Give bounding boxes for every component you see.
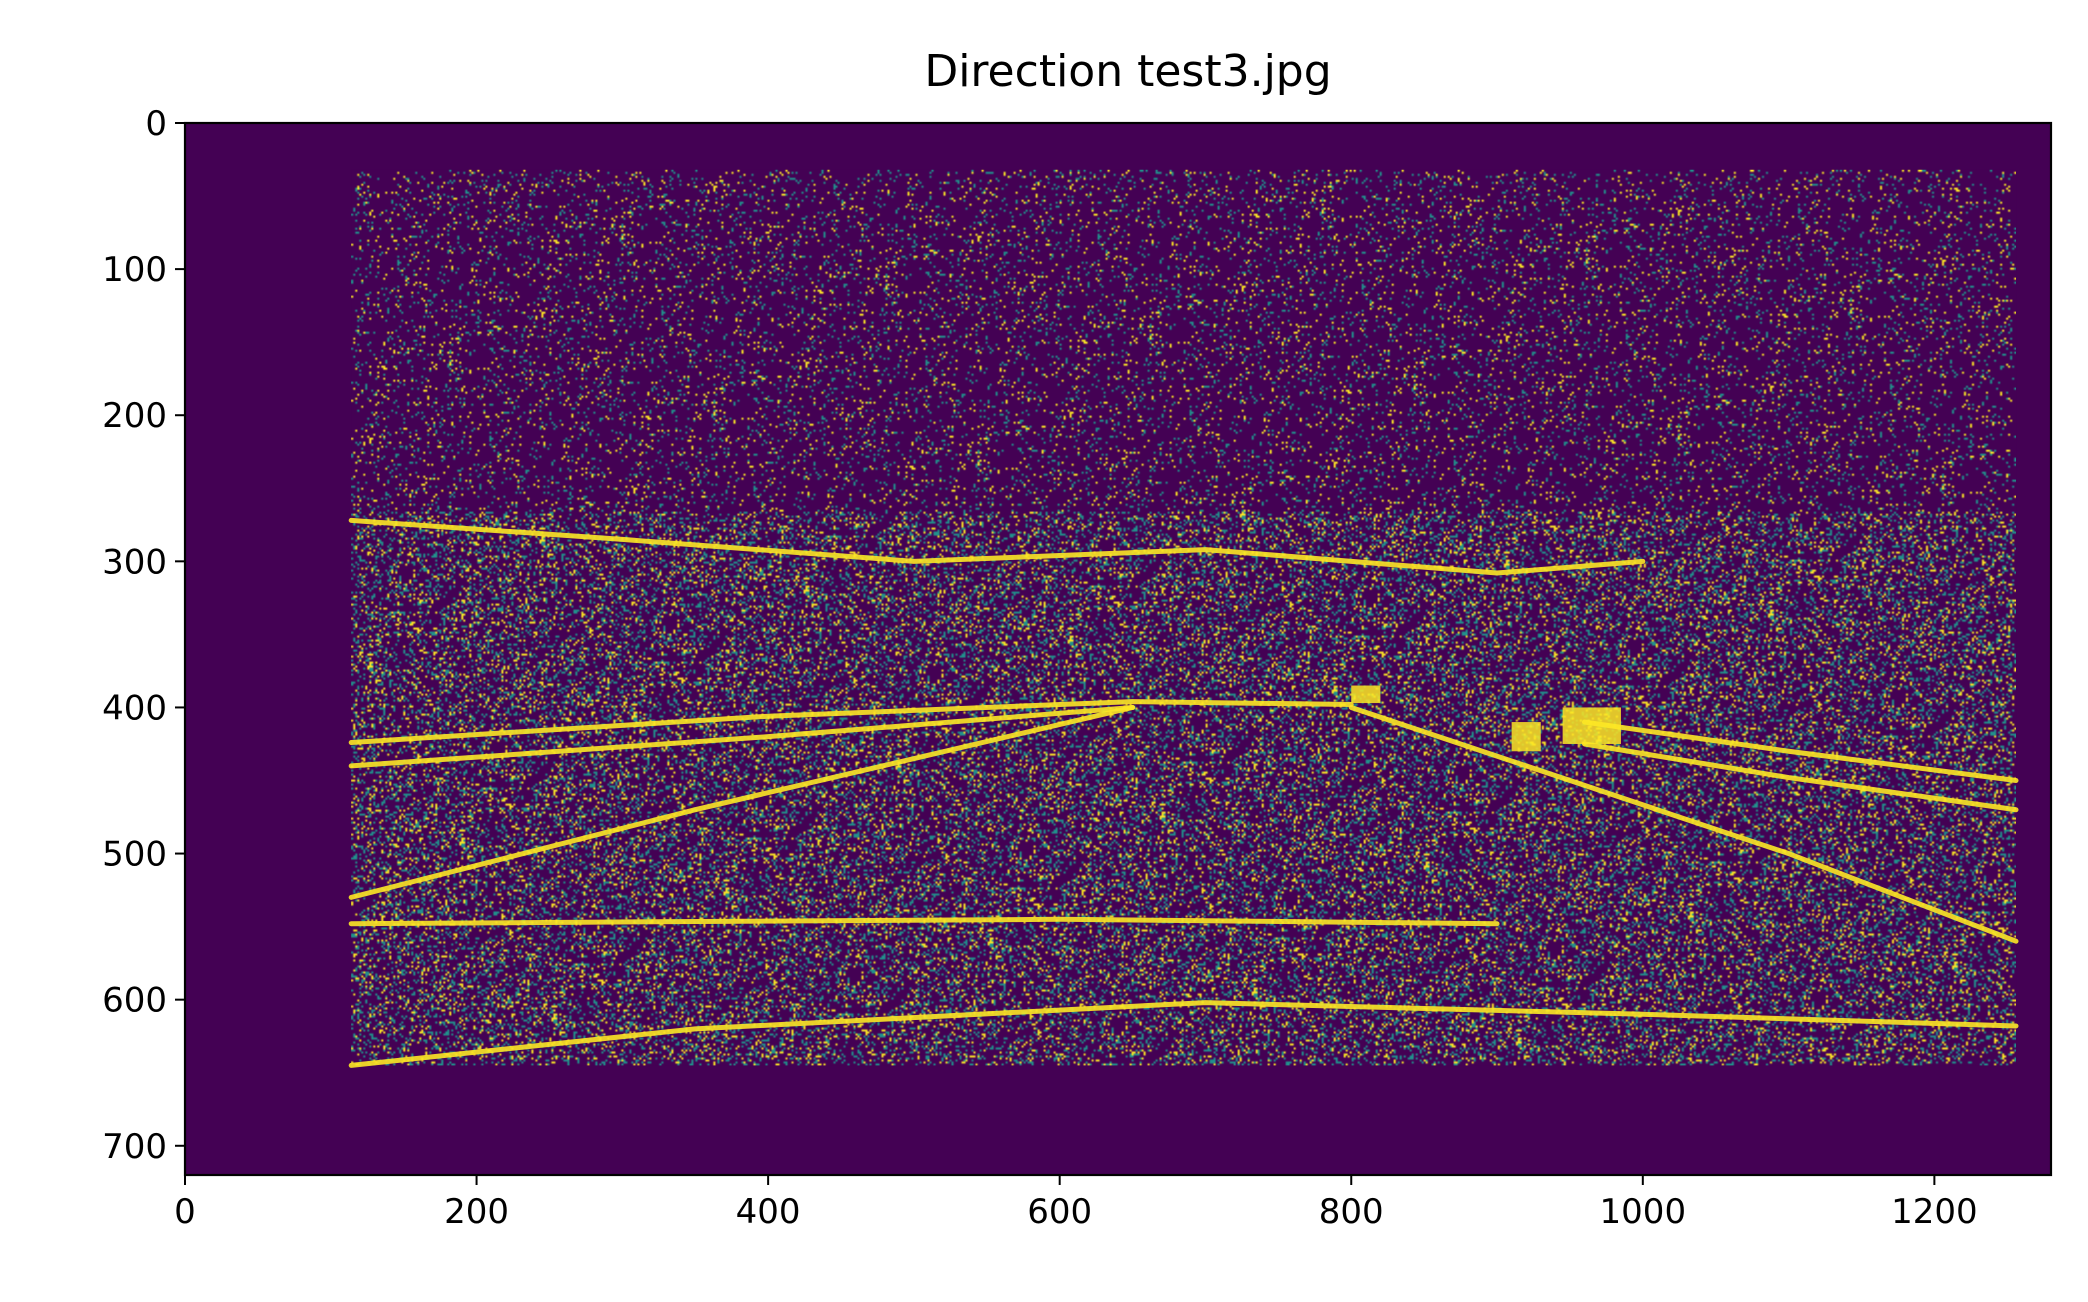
x-tick-label: 0 xyxy=(174,1192,196,1232)
feature-horizon-0 xyxy=(348,517,1646,576)
y-axis: 0 100 200 300 400 500 600 700 xyxy=(102,104,185,1167)
feature-road-left-edge-2 xyxy=(348,704,1136,769)
heatmap-features xyxy=(348,517,2019,1068)
y-tick-label: 100 xyxy=(102,250,167,290)
y-tick-label: 700 xyxy=(102,1127,167,1167)
x-tick-label: 800 xyxy=(1319,1192,1384,1232)
x-tick-label: 200 xyxy=(444,1192,509,1232)
feature-hood-line-8 xyxy=(348,916,1500,927)
feature-road-right-edge-4 xyxy=(1582,741,2019,813)
x-tick-label: 1200 xyxy=(1891,1192,1978,1232)
heatmap-texture xyxy=(351,169,2017,1066)
feature-lane-diagonal-5 xyxy=(348,704,1136,900)
feature-hood-curve-7 xyxy=(348,1000,2019,1068)
blob-2 xyxy=(1351,685,1381,704)
y-tick-label: 200 xyxy=(102,396,167,436)
chart-title: Direction test3.jpg xyxy=(924,46,1331,97)
feature-road-left-edge-1 xyxy=(348,699,1354,746)
y-tick-label: 0 xyxy=(145,104,167,144)
x-axis: 0 200 400 600 800 1000 1200 xyxy=(174,1175,1978,1232)
x-tick-label: 1000 xyxy=(1600,1192,1687,1232)
feature-lane-diagonal-6 xyxy=(1348,704,2019,944)
x-tick-label: 400 xyxy=(736,1192,801,1232)
blob-1 xyxy=(1511,722,1541,752)
y-tick-label: 500 xyxy=(102,835,167,875)
y-tick-label: 600 xyxy=(102,981,167,1021)
y-tick-label: 400 xyxy=(102,688,167,728)
axes-frame xyxy=(183,121,2053,1177)
heatmap-blobs xyxy=(1351,685,1621,752)
x-tick-label: 600 xyxy=(1027,1192,1092,1232)
plot-area xyxy=(183,121,2053,1177)
blob-0 xyxy=(1562,707,1621,744)
y-tick-label: 300 xyxy=(102,542,167,582)
feature-road-right-edge-3 xyxy=(1582,719,2019,783)
